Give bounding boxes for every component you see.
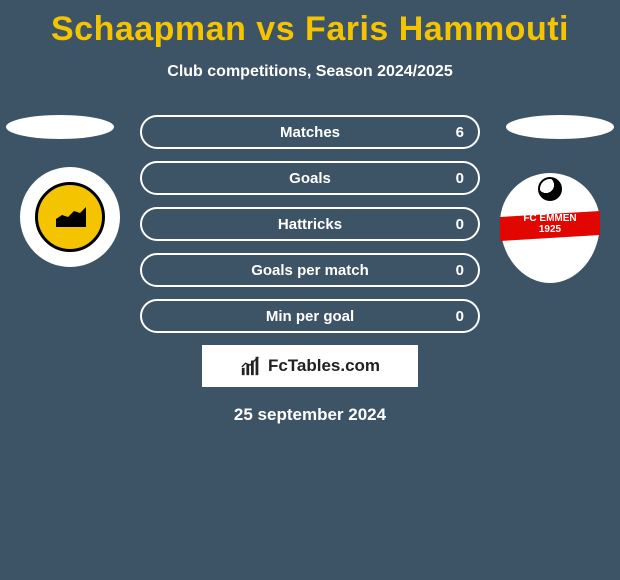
- stat-label: Matches: [280, 124, 340, 141]
- stat-label: Goals: [289, 170, 331, 187]
- club-right-badge: FC EMMEN 1925: [500, 173, 600, 283]
- club-left-badge: [20, 167, 120, 267]
- stat-row: Hattricks 0: [140, 207, 480, 241]
- stats-list: Matches 6 Goals 0 Hattricks 0 Goals per match 0…: [140, 115, 480, 333]
- stat-value-right: 0: [456, 216, 464, 233]
- club-left-inner: [35, 182, 105, 252]
- comparison-panel: FC EMMEN 1925 Matches6Goals0Hattricks0Go…: [0, 115, 620, 425]
- stat-value-right: 0: [456, 262, 464, 279]
- stat-row: Matches 6: [140, 115, 480, 149]
- player-left-oval: [6, 115, 114, 139]
- chart-icon: [240, 355, 262, 377]
- club-right-name: FC EMMEN: [523, 213, 576, 224]
- club-right-text: FC EMMEN 1925: [500, 213, 600, 235]
- soccer-ball-icon: [538, 177, 562, 201]
- stat-label: Min per goal: [266, 308, 354, 325]
- stat-value-right: 0: [456, 308, 464, 325]
- stat-row: Min per goal 0: [140, 299, 480, 333]
- brand-text: FcTables.com: [268, 356, 380, 376]
- stat-row: Goals per match 0: [140, 253, 480, 287]
- club-right-year: 1925: [539, 224, 561, 235]
- stat-label: Hattricks: [278, 216, 342, 233]
- stat-value-right: 0: [456, 170, 464, 187]
- brand-box[interactable]: FcTables.com: [202, 345, 418, 387]
- page-title: Schaapman vs Faris Hammouti: [0, 0, 620, 49]
- stat-value-right: 6: [456, 124, 464, 141]
- stat-label: Goals per match: [251, 262, 369, 279]
- player-right-oval: [506, 115, 614, 139]
- date-label: 25 september 2024: [0, 405, 620, 425]
- stat-row: Goals 0: [140, 161, 480, 195]
- subtitle: Club competitions, Season 2024/2025: [0, 63, 620, 81]
